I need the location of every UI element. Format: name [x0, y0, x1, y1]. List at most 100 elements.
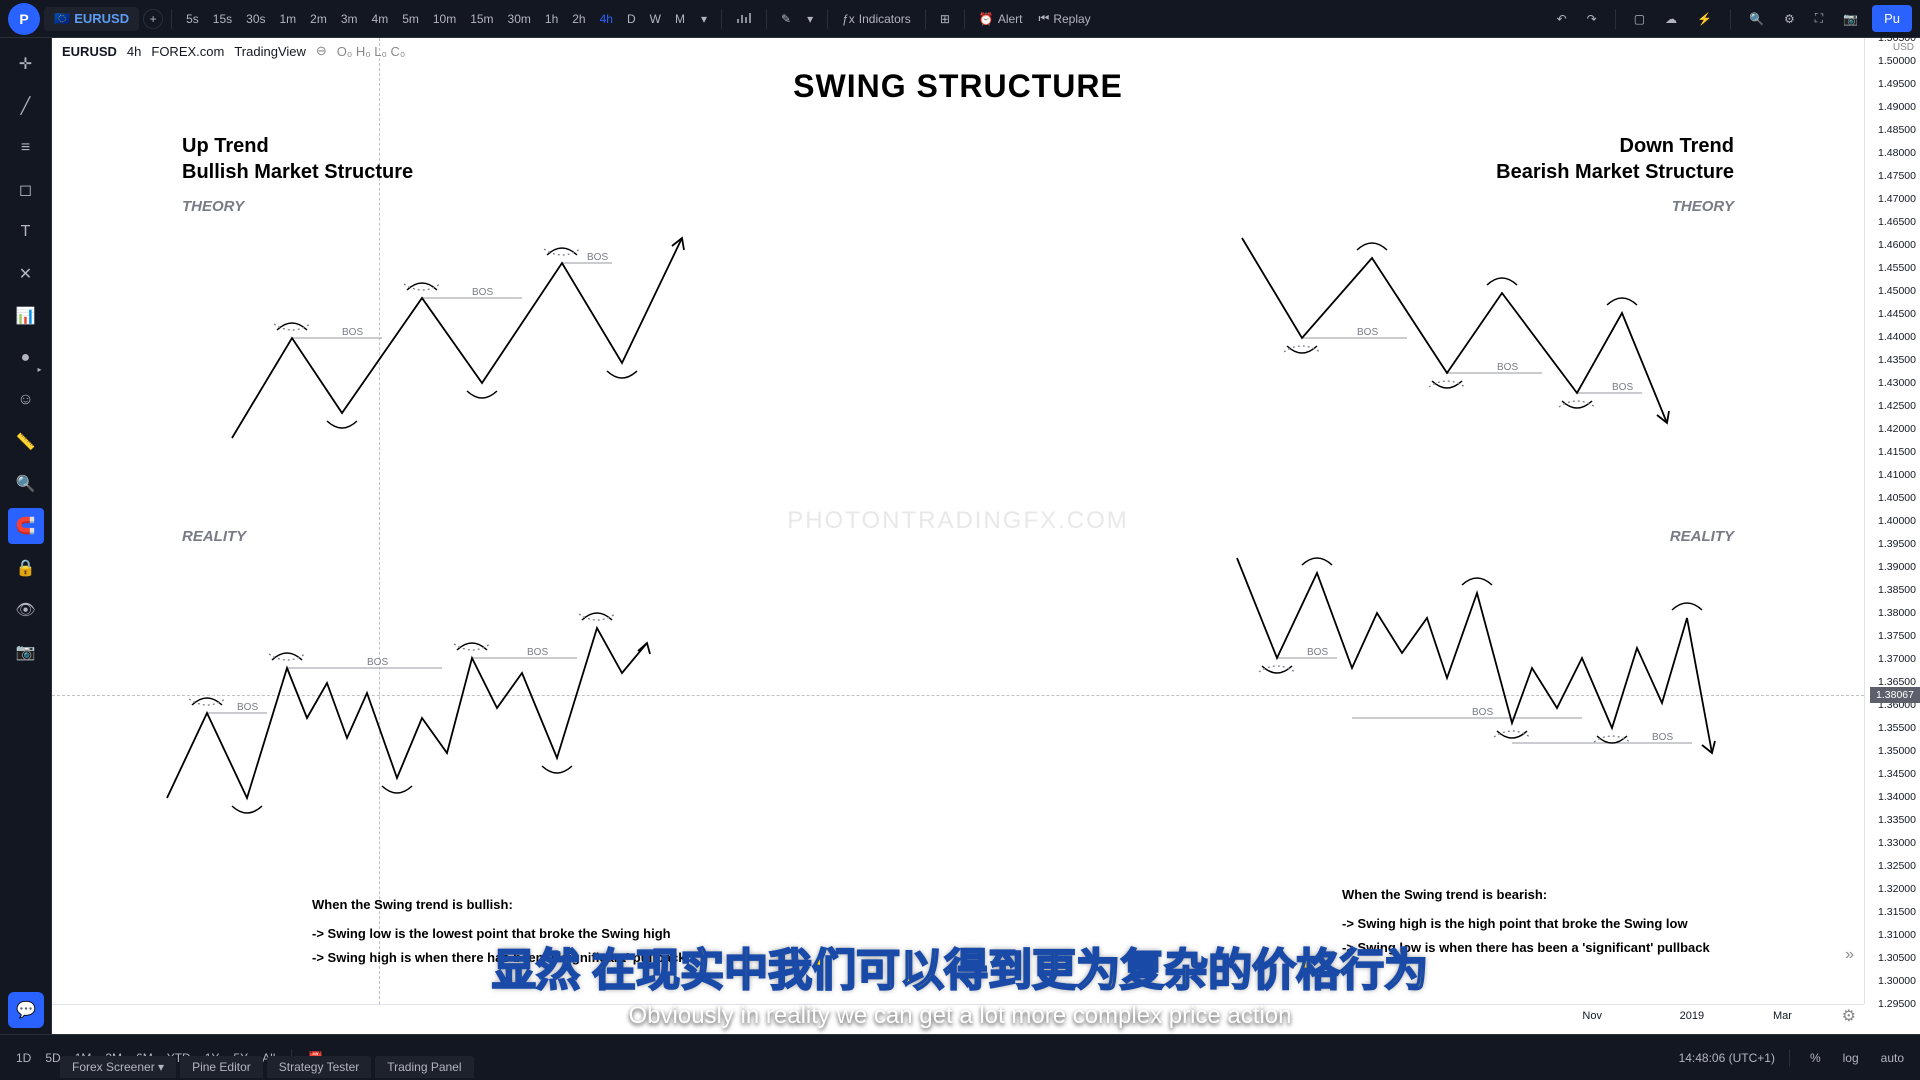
trendline-tool-icon[interactable]: ╱	[8, 88, 44, 124]
undo-icon[interactable]: ↶	[1551, 8, 1573, 30]
lock-tool-icon[interactable]: 🔒	[8, 550, 44, 586]
camera-icon[interactable]: 📷	[1837, 8, 1864, 30]
timeframe-W[interactable]: W	[644, 8, 667, 30]
timeframe-4m[interactable]: 4m	[366, 8, 395, 30]
icon-tool-icon[interactable]: ☺	[8, 382, 44, 418]
drawing-tool-icon[interactable]: ✎	[775, 8, 797, 30]
price-tick: 1.46000	[1878, 239, 1916, 251]
timeframe-1m[interactable]: 1m	[274, 8, 303, 30]
separator	[1789, 1049, 1790, 1067]
price-tick: 1.45000	[1878, 285, 1916, 297]
goto-date-icon[interactable]: »	[1845, 946, 1854, 964]
pct-button[interactable]: %	[1804, 1047, 1827, 1069]
price-tick: 1.37500	[1878, 630, 1916, 642]
downtrend-l2: Bearish Market Structure	[1496, 159, 1734, 185]
svg-text:BOS: BOS	[1497, 362, 1518, 373]
separator	[721, 9, 722, 29]
bearish-notes-head: When the Swing trend is bearish:	[1342, 883, 1710, 908]
settings-icon[interactable]: ⚙	[1778, 8, 1801, 30]
timeframe-4h[interactable]: 4h	[594, 8, 619, 30]
cloud-icon[interactable]: ☁	[1659, 8, 1683, 30]
uptrend-l1: Up Trend	[182, 133, 413, 159]
timeframe-D[interactable]: D	[621, 8, 642, 30]
fib-tool-icon[interactable]: ≡	[8, 130, 44, 166]
timeframe-5m[interactable]: 5m	[396, 8, 425, 30]
price-tick: 1.48500	[1878, 124, 1916, 136]
timeframe-15m[interactable]: 15m	[464, 8, 499, 30]
eye-tool-icon[interactable]: 👁	[8, 592, 44, 628]
timeframe-5s[interactable]: 5s	[180, 8, 205, 30]
tab-pine-editor[interactable]: Pine Editor	[180, 1056, 263, 1078]
fullscreen-icon[interactable]: ⛶	[1809, 7, 1829, 30]
timeframe-10m[interactable]: 10m	[427, 8, 462, 30]
tab-forex-screener[interactable]: Forex Screener ▾	[60, 1056, 176, 1078]
price-tick: 1.50000	[1878, 55, 1916, 67]
publish-button[interactable]: Pu	[1872, 5, 1912, 32]
redo-icon[interactable]: ↷	[1581, 8, 1603, 30]
timeframe-2h[interactable]: 2h	[566, 8, 591, 30]
chat-button[interactable]: 💬	[8, 992, 44, 1028]
current-price-badge: 1.38067	[1870, 687, 1920, 703]
replay-button[interactable]: ⏮ Replay	[1033, 7, 1097, 30]
pattern-tool-icon[interactable]: ✕	[8, 256, 44, 292]
axis-settings-icon[interactable]: ⚙	[1842, 1006, 1856, 1026]
camera-tool-icon[interactable]: 📷	[8, 634, 44, 670]
cursor-tool-icon[interactable]: ✛	[8, 46, 44, 82]
timeframe-15s[interactable]: 15s	[207, 8, 238, 30]
timeframe-group: 5s15s30s1m2m3m4m5m10m15m30m1h2h4hDWM	[180, 8, 691, 30]
legend-interval: 4h	[127, 44, 141, 59]
watermark: PHOTONTRADINGFX.COM	[787, 507, 1129, 535]
lightning-icon[interactable]: ⚡	[1691, 8, 1718, 30]
brush-tool-icon[interactable]: ●▸	[8, 340, 44, 376]
text-tool-icon[interactable]: T	[8, 214, 44, 250]
legend-collapse-icon[interactable]: ⊖	[316, 43, 327, 59]
chart-area[interactable]: EURUSD 4h FOREX.com TradingView ⊖ O₀ H₀ …	[52, 38, 1920, 1034]
tab-trading-panel[interactable]: Trading Panel	[375, 1056, 473, 1078]
auto-button[interactable]: auto	[1875, 1047, 1910, 1069]
price-tick: 1.40000	[1878, 515, 1916, 527]
magnet-tool-icon[interactable]: 🧲	[8, 508, 44, 544]
zoom-tool-icon[interactable]: 🔍	[8, 466, 44, 502]
price-tick: 1.42000	[1878, 423, 1916, 435]
chart-legend: EURUSD 4h FOREX.com TradingView ⊖ O₀ H₀ …	[52, 38, 415, 64]
prediction-tool-icon[interactable]: 📊	[8, 298, 44, 334]
price-tick: 1.37000	[1878, 653, 1916, 665]
search-icon[interactable]: 🔍	[1743, 8, 1770, 30]
price-tick: 1.35500	[1878, 722, 1916, 734]
timeframe-2m[interactable]: 2m	[304, 8, 333, 30]
symbol-selector[interactable]: 🇪🇺 EURUSD	[44, 7, 139, 31]
timeframe-30s[interactable]: 30s	[240, 8, 271, 30]
timeframe-more-icon[interactable]: ▾	[695, 8, 713, 30]
log-button[interactable]: log	[1837, 1047, 1865, 1069]
legend-broker: FOREX.com	[151, 44, 224, 59]
timeframe-3m[interactable]: 3m	[335, 8, 364, 30]
legend-ohlc: O₀ H₀ L₀ C₀	[337, 44, 406, 59]
price-tick: 1.39000	[1878, 561, 1916, 573]
measure-tool-icon[interactable]: 📏	[8, 424, 44, 460]
svg-text:BOS: BOS	[1612, 382, 1633, 393]
uptrend-l2: Bullish Market Structure	[182, 159, 413, 185]
timeframe-1h[interactable]: 1h	[539, 8, 564, 30]
layout-icon[interactable]: ▢	[1628, 8, 1651, 30]
price-tick: 1.44000	[1878, 331, 1916, 343]
right-reality-label: REALITY	[1670, 528, 1734, 545]
timeframe-M[interactable]: M	[669, 8, 691, 30]
bullish-notes-head: When the Swing trend is bullish:	[312, 893, 686, 918]
right-theory-label: THEORY	[1672, 198, 1734, 215]
logo-button[interactable]: P	[8, 3, 40, 35]
timeframe-30m[interactable]: 30m	[502, 8, 537, 30]
drawing-dropdown-icon[interactable]: ▾	[801, 8, 819, 30]
separator	[1615, 9, 1616, 29]
range-1D[interactable]: 1D	[10, 1047, 37, 1069]
chart-type-icon[interactable]	[730, 5, 758, 32]
left-reality-label: REALITY	[182, 528, 246, 545]
shapes-tool-icon[interactable]: ◻	[8, 172, 44, 208]
add-symbol-button[interactable]: +	[143, 9, 163, 29]
price-tick: 1.35000	[1878, 745, 1916, 757]
price-tick: 1.41500	[1878, 446, 1916, 458]
layout-grid-icon[interactable]: ⊞	[934, 8, 956, 30]
price-axis[interactable]: USD 1.505001.500001.495001.490001.485001…	[1864, 38, 1920, 1004]
indicators-button[interactable]: ƒx Indicators	[836, 8, 917, 30]
tab-strategy-tester[interactable]: Strategy Tester	[267, 1056, 371, 1078]
alert-button[interactable]: ⏰ Alert	[973, 8, 1029, 30]
